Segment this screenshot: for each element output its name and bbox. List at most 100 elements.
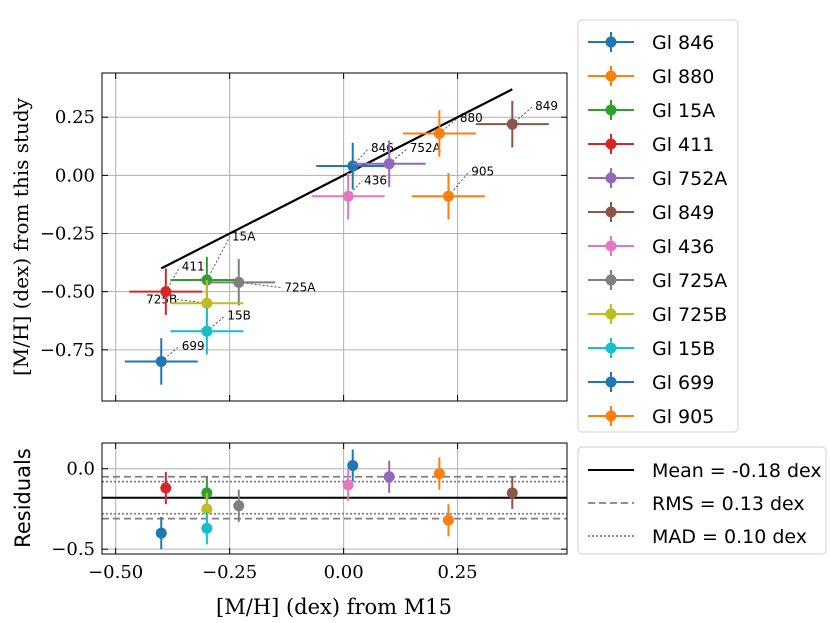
data-point (311, 173, 385, 220)
point-marker (342, 190, 354, 202)
legend-label: Gl 905 (652, 406, 714, 428)
main-ytick-label: −0.75 (40, 340, 95, 361)
annotation-leader (206, 236, 231, 281)
legend-label: Gl 880 (652, 66, 714, 88)
data-point (129, 268, 203, 315)
legend-marker (605, 70, 617, 82)
legend-label: Gl 436 (652, 236, 714, 258)
main-legend: Gl 846 Gl 880 Gl 15A Gl 411 Gl 752A Gl 849 Gl … (577, 19, 739, 433)
annotation-leader (347, 180, 363, 197)
data-point (170, 307, 244, 355)
legend-label: RMS = 0.13 dex (652, 493, 805, 515)
main-grid (102, 73, 567, 401)
residual-point (342, 468, 354, 501)
point-marker (347, 160, 359, 172)
legend-marker (605, 308, 617, 320)
point-marker (201, 522, 213, 534)
legend-label: Mean = -0.18 dex (652, 460, 822, 482)
residuals-xtick-label: 0.25 (438, 562, 478, 583)
legend-entry: Gl 880 (588, 66, 714, 88)
point-marker (433, 127, 445, 139)
point-label: 436 (364, 174, 387, 188)
point-label: 725A (284, 281, 316, 295)
point-marker (233, 500, 245, 512)
legend-entry: Gl 725B (588, 304, 727, 326)
residuals-ytick-label: 0.0 (66, 459, 95, 480)
main-legend-box (577, 19, 739, 433)
legend-label: Gl 725A (652, 270, 727, 292)
point-marker (347, 460, 359, 472)
point-marker (160, 286, 172, 298)
point-marker (506, 118, 518, 130)
point-marker (442, 190, 454, 202)
residual-point (442, 504, 454, 537)
residuals-legend-box (577, 446, 827, 555)
point-label: 752A (410, 141, 442, 155)
legend-marker (605, 274, 617, 286)
main-ticks: −0.75 −0.50 −0.25 0.00 0.25 (40, 73, 567, 401)
residuals-ticks: −0.50 −0.25 0.00 0.25 −0.5 0.0 (51, 443, 567, 583)
residuals-statistic-lines (102, 475, 567, 520)
main-reference-line (160, 88, 513, 270)
residual-point (506, 476, 518, 509)
legend-marker (605, 36, 617, 48)
point-label: 849 (535, 99, 558, 113)
point-marker (383, 158, 395, 170)
legend-marker (605, 104, 617, 116)
data-point (475, 100, 549, 148)
main-ytick-label: 0.00 (55, 165, 95, 186)
legend-marker (605, 138, 617, 150)
legend-label: Gl 849 (652, 202, 714, 224)
legend-entry: Gl 725A (588, 270, 727, 292)
legend-marker (605, 342, 617, 354)
point-marker (155, 355, 167, 367)
x-axis-label: [M/H] (dex) from M15 (216, 595, 452, 619)
legend-label: MAD = 0.10 dex (652, 526, 807, 548)
legend-entry: Gl 15B (588, 338, 715, 360)
residuals-legend: Mean = -0.18 dex RMS = 0.13 dex MAD = 0.10… (577, 446, 827, 555)
legend-marker (605, 206, 617, 218)
legend-label: Gl 846 (652, 32, 714, 54)
legend-marker (605, 410, 617, 422)
legend-entry: Gl 15A (588, 100, 715, 122)
legend-entry: Gl 436 (588, 236, 714, 258)
legend-label: Gl 411 (652, 134, 714, 156)
residual-point (155, 517, 167, 550)
legend-entry: Gl 849 (588, 202, 714, 224)
main-ytick-label: 0.25 (55, 107, 95, 128)
point-label: 15B (227, 309, 251, 323)
residuals-ytick-label: −0.5 (51, 539, 95, 560)
legend-marker (605, 240, 617, 252)
data-point (402, 110, 476, 157)
point-marker (433, 468, 445, 480)
main-ytick-label: −0.50 (40, 282, 95, 303)
residuals-points (155, 449, 518, 550)
legend-marker (605, 172, 617, 184)
point-label: 846 (371, 141, 394, 155)
residuals-xtick-label: −0.50 (88, 562, 143, 583)
point-marker (383, 471, 395, 483)
point-marker (442, 514, 454, 526)
residuals-y-axis-label: Residuals (11, 448, 35, 548)
residual-point (201, 512, 213, 545)
point-marker (201, 325, 213, 337)
residuals-xtick-label: −0.25 (202, 562, 257, 583)
legend-label: Gl 752A (652, 168, 727, 190)
point-label: 880 (460, 111, 483, 125)
data-point (202, 259, 276, 306)
legend-entry: Gl 411 (588, 134, 714, 156)
legend-entry: Gl 752A (588, 168, 727, 190)
annotation-leader (238, 281, 283, 289)
point-marker (201, 503, 213, 515)
point-label: 905 (471, 164, 494, 178)
one-to-one-line (160, 88, 513, 270)
residual-point (433, 457, 445, 490)
main-y-axis-label: [M/H] (dex) from this study (9, 97, 33, 376)
legend-label: Gl 15B (652, 338, 715, 360)
legend-entry: MAD = 0.10 dex (588, 526, 807, 548)
point-marker (342, 479, 354, 491)
residual-point (347, 449, 359, 482)
residual-point (233, 489, 245, 522)
point-label: 725B (146, 292, 177, 306)
point-label: 15A (232, 229, 256, 243)
